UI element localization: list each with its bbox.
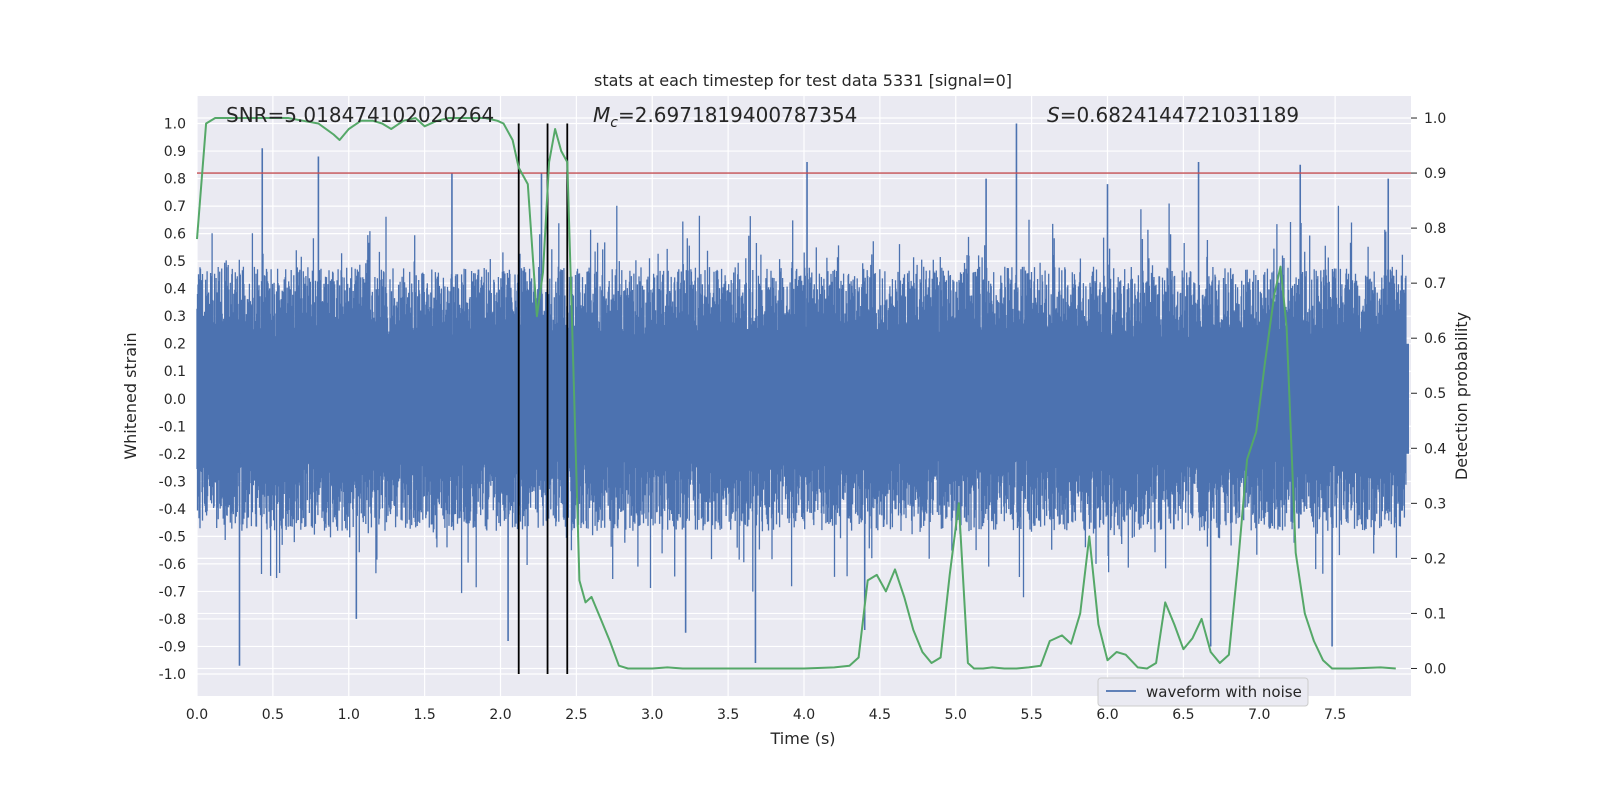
s-symbol: S <box>1047 103 1060 127</box>
x-tick-label: 0.5 <box>262 707 284 723</box>
y-right-tick-label: 0.4 <box>1424 441 1446 457</box>
chart-title: stats at each timestep for test data 533… <box>594 71 1012 90</box>
x-tick-label: 5.0 <box>945 707 967 723</box>
y-right-axis-label: Detection probability <box>1452 312 1471 480</box>
x-tick-label: 6.5 <box>1172 707 1194 723</box>
y-left-tick-label: 0.5 <box>164 254 186 270</box>
y-left-tick-label: -1.0 <box>159 667 186 683</box>
s-annotation: S=0.6824144721031189 <box>1047 103 1299 127</box>
x-tick-label: 1.0 <box>338 707 360 723</box>
y-left-tick-label: 0.0 <box>164 392 186 408</box>
mc-annotation: Mc=2.6971819400787354 <box>593 103 857 131</box>
y-left-axis-label: Whitened strain <box>121 332 140 459</box>
y-left-tick-label: 0.2 <box>164 337 186 353</box>
y-left-tick-label: 0.8 <box>164 172 186 188</box>
x-axis-label: Time (s) <box>769 729 835 748</box>
legend: waveform with noise <box>1097 677 1309 707</box>
y-left-tick-label: 0.7 <box>164 199 186 215</box>
x-tick-label: 3.0 <box>641 707 663 723</box>
y-right-tick-label: 1.0 <box>1424 111 1446 127</box>
snr-annotation: SNR=5.018474102020264 <box>226 103 494 127</box>
y-left-tick-label: -0.8 <box>159 612 186 628</box>
y-right-tick-label: 0.2 <box>1424 551 1446 567</box>
x-tick-label: 3.5 <box>717 707 739 723</box>
mc-subscript: c <box>610 115 618 131</box>
probability-line <box>196 117 1396 670</box>
y-left-tick-label: 0.6 <box>164 227 186 243</box>
y-right-tick-label: 0.7 <box>1424 276 1446 292</box>
mc-symbol: M <box>593 103 610 127</box>
y-left-tick-label: 0.3 <box>164 309 186 325</box>
x-tick-label: 7.0 <box>1248 707 1270 723</box>
y-left-tick-label: -0.5 <box>159 529 186 545</box>
x-tick-label: 2.5 <box>565 707 587 723</box>
x-tick-label: 7.5 <box>1324 707 1346 723</box>
y-left-tick-label: 0.4 <box>164 282 186 298</box>
x-tick-label: 2.0 <box>489 707 511 723</box>
y-right-tick-label: 0.0 <box>1424 661 1446 677</box>
y-right-ticks: 1.0 0.9 0.8 0.7 0.6 0.5 0.4 0.3 0.2 0.1 0.0 <box>1411 111 1446 677</box>
x-tick-label: 4.0 <box>793 707 815 723</box>
y-left-tick-label: 1.0 <box>164 117 186 133</box>
x-tick-label: 0.0 <box>186 707 208 723</box>
y-left-tick-label: -0.3 <box>159 474 186 490</box>
x-axis-ticks: 0.0 0.5 1.0 1.5 2.0 2.5 3.0 3.5 4.0 4.5 5.0 5.5 6.0 6… <box>186 707 1346 723</box>
x-tick-label: 6.0 <box>1096 707 1118 723</box>
y-right-tick-label: 0.6 <box>1424 331 1446 347</box>
probability-series <box>196 117 1396 670</box>
y-left-tick-label: 0.1 <box>164 364 186 380</box>
y-left-tick-label: -0.6 <box>159 557 186 573</box>
y-right-tick-label: 0.1 <box>1424 606 1446 622</box>
x-tick-label: 1.5 <box>413 707 435 723</box>
y-left-tick-label: -0.9 <box>159 639 186 655</box>
y-left-tick-label: -0.1 <box>159 419 186 435</box>
y-right-tick-label: 0.5 <box>1424 386 1446 402</box>
y-right-tick-label: 0.9 <box>1424 166 1446 182</box>
x-tick-label: 5.5 <box>1020 707 1042 723</box>
y-left-tick-label: -0.2 <box>159 447 186 463</box>
mc-value: =2.6971819400787354 <box>618 103 857 127</box>
legend-label: waveform with noise <box>1146 683 1302 701</box>
y-left-ticks: 1.0 0.9 0.8 0.7 0.6 0.5 0.4 0.3 0.2 0.1 0.0 -0.1 -0.… <box>159 117 186 683</box>
y-right-tick-label: 0.3 <box>1424 496 1446 512</box>
s-value: =0.6824144721031189 <box>1060 103 1299 127</box>
y-left-tick-label: -0.4 <box>159 502 186 518</box>
y-left-tick-label: 0.9 <box>164 144 186 160</box>
x-tick-label: 4.5 <box>869 707 891 723</box>
strain-series <box>196 123 1409 666</box>
y-right-tick-label: 0.8 <box>1424 221 1446 237</box>
strain-core <box>197 343 1409 454</box>
marker-lines <box>517 123 569 674</box>
y-left-tick-label: -0.7 <box>159 584 186 600</box>
legend-box <box>1097 677 1309 707</box>
